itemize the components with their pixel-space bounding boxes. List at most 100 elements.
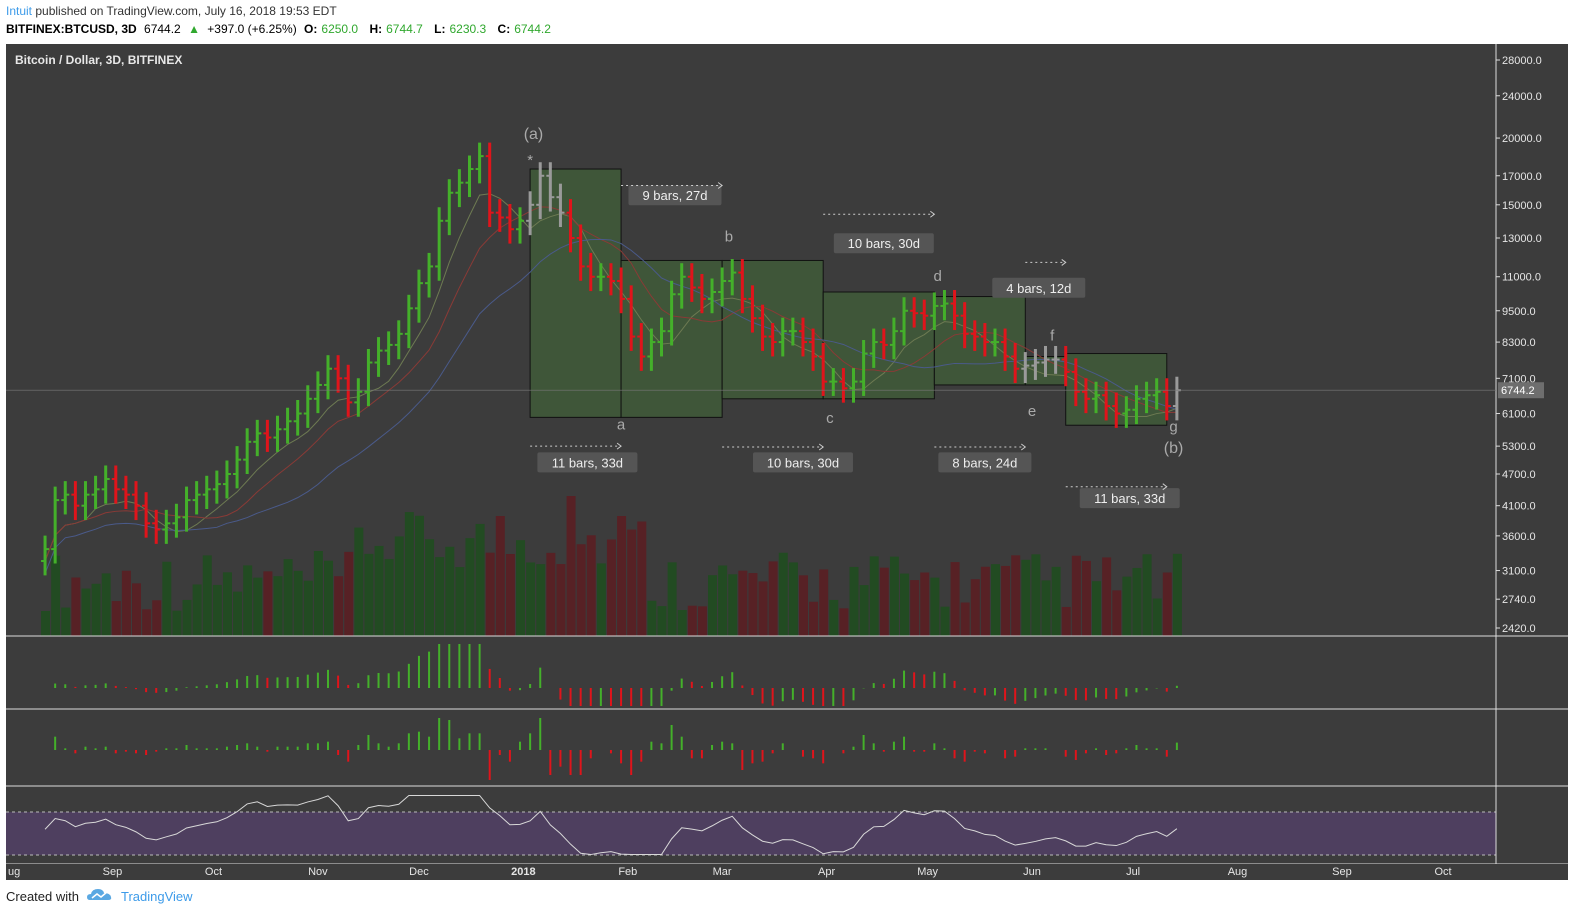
- footer: Created with TradingView: [6, 888, 193, 905]
- volume-bar: [91, 583, 101, 636]
- last-price: 6744.2: [144, 22, 181, 36]
- duration-badge: [537, 452, 638, 473]
- volume-bar: [1172, 553, 1182, 636]
- volume-bar: [1162, 572, 1172, 636]
- volume-bar: [172, 610, 182, 636]
- volume-bar: [546, 552, 556, 636]
- volume-bar: [950, 562, 960, 636]
- volume-bar: [657, 606, 667, 636]
- time-tick-label: 2018: [511, 866, 535, 878]
- volume-bar: [374, 545, 384, 636]
- time-tick-label: Sep: [1332, 866, 1352, 878]
- volume-bar: [738, 570, 748, 636]
- volume-bar: [1132, 567, 1142, 636]
- volume-bar: [121, 570, 131, 636]
- duration-arrow-head: [818, 443, 825, 451]
- volume-bar: [263, 571, 273, 636]
- low-label: L: 6230.3: [434, 22, 487, 36]
- volume-bar: [768, 561, 778, 636]
- price-tick-label: 2740.0: [1502, 594, 1536, 606]
- tradingview-link[interactable]: TradingView: [120, 889, 193, 904]
- volume-bar: [788, 562, 798, 636]
- publish-info: published on TradingView.com, July 16, 2…: [35, 4, 337, 18]
- wave-label: (a): [524, 126, 544, 143]
- duration-label: 10 bars, 30d: [767, 455, 839, 470]
- volume-bar: [1001, 565, 1011, 636]
- duration-badge: [938, 452, 1032, 473]
- price-tick-label: 5300.0: [1502, 441, 1536, 453]
- wave-label: g: [1169, 418, 1177, 435]
- moving-average-line: [44, 206, 1177, 562]
- time-tick-label: Dec: [409, 866, 429, 878]
- volume-bar: [1112, 590, 1122, 636]
- price-tick-label: 2420.0: [1502, 623, 1536, 635]
- open-label: O: 6250.0: [304, 22, 359, 36]
- wave-label: d: [934, 268, 942, 285]
- volume-bar: [334, 576, 344, 636]
- volume-bar: [920, 572, 930, 636]
- volume-bar: [849, 566, 859, 636]
- chart-area[interactable]: (a) * a b c d e f g (b) 9 bars, 27d 10 bars, 30d 4 b…: [6, 44, 1568, 880]
- symbol-label: BITFINEX:BTCUSD, 3D: [6, 22, 137, 36]
- time-tick-label: Feb: [618, 866, 637, 878]
- volume-bar: [617, 516, 627, 636]
- time-axis-bg: [6, 864, 1568, 880]
- volume-bar: [637, 521, 647, 636]
- price-tick-label: 3600.0: [1502, 531, 1536, 543]
- duration-arrow-head: [717, 182, 723, 189]
- volume-bar: [435, 557, 445, 636]
- volume-bar: [647, 600, 657, 636]
- volume-bar: [505, 554, 515, 636]
- up-arrow-icon: ▲: [188, 22, 200, 36]
- volume-bar: [465, 538, 475, 636]
- volume-bar: [152, 600, 162, 636]
- author-link[interactable]: Intuit: [6, 4, 33, 18]
- volume-bar: [1031, 554, 1041, 636]
- price-tick-label: 11000.0: [1502, 272, 1541, 284]
- price-tick-label: 8300.0: [1502, 337, 1536, 349]
- time-tick-label: May: [917, 866, 938, 878]
- ohlc-line: BITFINEX:BTCUSD, 3D 6744.2 ▲ +397.0 (+6.…: [6, 22, 559, 36]
- volume-bar: [627, 529, 637, 636]
- price-tick-label: 4700.0: [1502, 469, 1536, 481]
- volume-bar: [364, 553, 374, 636]
- duration-label: 10 bars, 30d: [848, 236, 920, 251]
- volume-bar: [354, 527, 364, 636]
- volume-bar: [61, 607, 71, 636]
- tradingview-logo-icon: [86, 888, 113, 905]
- price-change: +397.0 (+6.25%): [207, 22, 297, 36]
- volume-bar: [667, 562, 677, 636]
- price-axis-bg: [1496, 44, 1568, 880]
- volume-bar: [1142, 554, 1152, 636]
- price-tick-label: 24000.0: [1502, 91, 1542, 103]
- created-with-label: Created with: [6, 889, 79, 904]
- wave-label: e: [1028, 403, 1036, 420]
- wave-label: b: [725, 229, 733, 246]
- duration-badge: [1079, 488, 1180, 509]
- open-value: 6250.0: [321, 22, 359, 36]
- chart-canvas[interactable]: (a) * a b c d e f g (b) 9 bars, 27d 10 bars, 30d 4 b…: [6, 44, 1568, 880]
- volume-bar: [475, 523, 485, 636]
- volume-bar: [516, 540, 526, 636]
- volume-bar: [980, 566, 990, 636]
- volume-bar: [778, 552, 788, 636]
- volume-bar: [485, 552, 495, 636]
- volume-bar: [293, 570, 303, 636]
- volume-bar: [111, 601, 121, 636]
- volume-bar: [960, 602, 970, 636]
- volume-bar: [495, 516, 505, 636]
- volume-bar: [324, 560, 334, 636]
- time-tick-label: Aug: [1228, 866, 1248, 878]
- volume-bar: [526, 562, 536, 636]
- duration-arrow-head: [1162, 483, 1168, 491]
- volume-bar: [404, 512, 414, 636]
- time-tick-label: Oct: [205, 866, 222, 878]
- annotations: (a) * a b c d e f g (b) 9 bars, 27d 10 bars, 30d 4 b…: [524, 126, 1183, 509]
- volume-bar: [414, 515, 424, 636]
- volume-bar: [566, 496, 576, 636]
- low-value: 6230.3: [449, 22, 487, 36]
- wave-label: a: [617, 416, 626, 433]
- volume-bar: [556, 564, 566, 636]
- volume-bar: [606, 539, 616, 636]
- volume-bar: [718, 565, 728, 636]
